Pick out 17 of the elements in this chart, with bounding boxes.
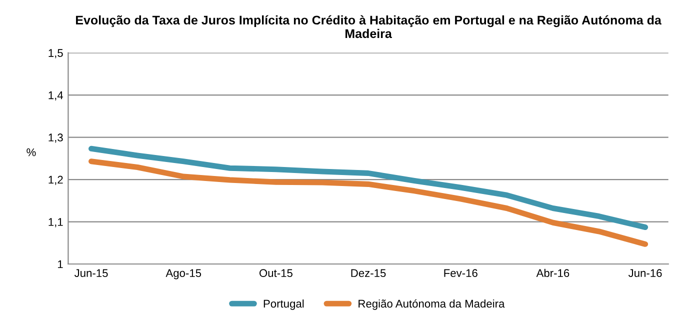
- y-tick-label: 1,5: [48, 49, 63, 58]
- x-tick-label: Fev-16: [444, 269, 478, 278]
- y-tick-label: 1,4: [48, 91, 64, 100]
- x-tick-label: Jun-15: [74, 269, 108, 278]
- y-tick-label: 1,1: [48, 218, 63, 228]
- y-tick-label: 1,3: [48, 134, 63, 143]
- x-tick-label: Jun-16: [628, 269, 662, 278]
- chart-title: Evolução da Taxa de Juros Implícita no Crédito à Habitação em Portugal e na Região Autónoma da Madeira: [76, 15, 662, 38]
- x-tick-label: Abr-16: [536, 268, 570, 278]
- y-tick-label: 1: [58, 260, 63, 268]
- y-axis-title: %: [26, 148, 36, 156]
- legend-label: Região Autónoma da Madeira: [358, 299, 505, 310]
- x-tick-label: Dez-15: [351, 269, 386, 278]
- x-tick-label: Out-15: [259, 269, 292, 278]
- legend-label: Portugal: [264, 299, 304, 310]
- y-tick-label: 1,2: [48, 176, 63, 185]
- x-tick-label: Ago-15: [166, 269, 202, 280]
